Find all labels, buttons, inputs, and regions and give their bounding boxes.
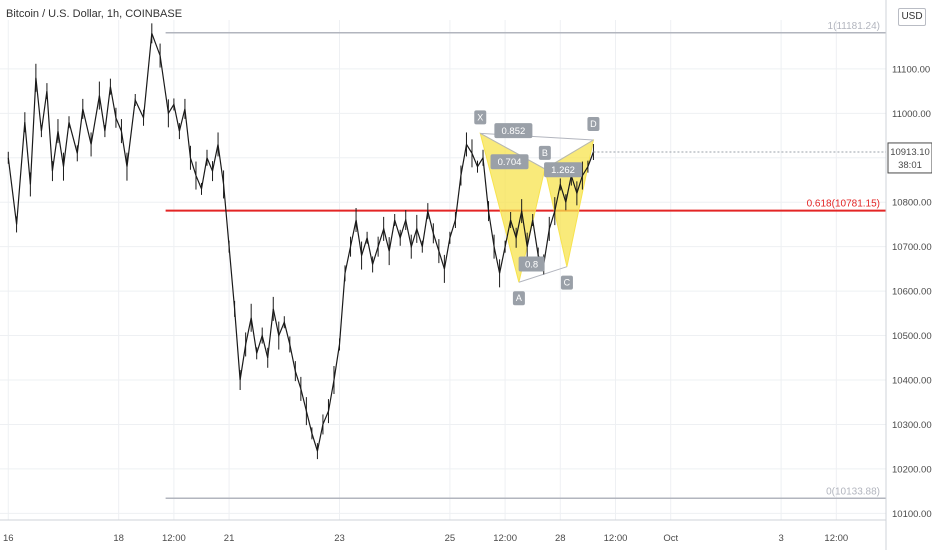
y-tick-label: 10300.00: [892, 420, 932, 431]
grid-layer: [0, 20, 886, 520]
pattern-point-label: B: [542, 148, 548, 158]
pattern-ratio-label: 0.704: [498, 157, 522, 168]
x-tick-label: 23: [334, 533, 345, 544]
current-price-badge: [887, 142, 932, 174]
current-price-countdown: 38:01: [898, 160, 922, 171]
pattern-point-badge: [474, 110, 487, 125]
x-tick-label: 12:00: [604, 533, 628, 544]
pattern-ratio-badge: [544, 162, 583, 178]
pattern-ratio-label: 0.852: [501, 126, 525, 137]
fib-level-label: 0.618(10781.15): [807, 199, 880, 210]
y-tick-label: 10600.00: [892, 287, 932, 298]
x-tick-label: 3: [778, 533, 783, 544]
pattern-point-badge: [560, 275, 573, 290]
fib-level-label: 0(10133.88): [826, 486, 880, 497]
pattern-point-badge: [587, 117, 600, 131]
x-tick-label: 25: [445, 533, 456, 544]
y-tick-label: 10500.00: [892, 331, 932, 342]
pattern-ratio-badge: [518, 256, 545, 272]
pattern-ratio-line: [480, 132, 546, 170]
currency-button[interactable]: USD: [898, 8, 926, 26]
price-axis: 11100.0011000.0010900.0010800.0010700.00…: [885, 0, 932, 550]
price-line: [7, 33, 594, 452]
x-tick-label: 12:00: [493, 533, 517, 544]
current-price-label: 10913.10: [890, 147, 930, 158]
pattern-point-label: C: [564, 278, 571, 288]
markers-layer: X A B C D 0.852 0.704 0.8 1.262 10913.10 38:01: [474, 110, 932, 306]
y-tick-label: 11000.00: [892, 109, 931, 120]
x-tick-label: 16: [3, 533, 14, 544]
y-tick-label: 10100.00: [892, 509, 932, 520]
pattern-ratio-label: 0.8: [525, 259, 538, 270]
time-axis: 16 18 12:00 21 23 25 12:00 28 12:00 Oct 3 12:00: [0, 519, 886, 544]
price-series-layer: [7, 23, 594, 460]
y-tick-label: 10400.00: [892, 376, 932, 387]
pattern-ratio-label: 1.262: [551, 165, 575, 176]
x-tick-label: 12:00: [162, 533, 186, 544]
x-tick-label: 28: [555, 533, 566, 544]
x-tick-label: 21: [224, 533, 235, 544]
pattern-point-badge: [538, 145, 551, 160]
x-tick-label: Oct: [663, 533, 678, 544]
x-tick-label: 12:00: [824, 533, 848, 544]
pattern-ratio-badge: [490, 154, 529, 170]
fib-level-label: 1(11181.24): [828, 21, 880, 32]
y-tick-label: 10700.00: [892, 242, 932, 253]
y-tick-label: 10800.00: [892, 198, 932, 209]
pattern-point-label: X: [477, 112, 483, 122]
pattern-ratio-badge: [494, 123, 533, 139]
pattern-point-badge: [512, 291, 525, 306]
x-tick-label: 18: [113, 533, 124, 544]
chart-title: Bitcoin / U.S. Dollar, 1h, COINBASE: [6, 8, 183, 20]
y-tick-label: 10200.00: [892, 464, 932, 475]
pattern-point-label: A: [516, 293, 522, 303]
pattern-point-label: D: [590, 119, 597, 129]
pattern-ratio-line: [518, 266, 568, 283]
y-tick-label: 11100.00: [892, 64, 930, 75]
